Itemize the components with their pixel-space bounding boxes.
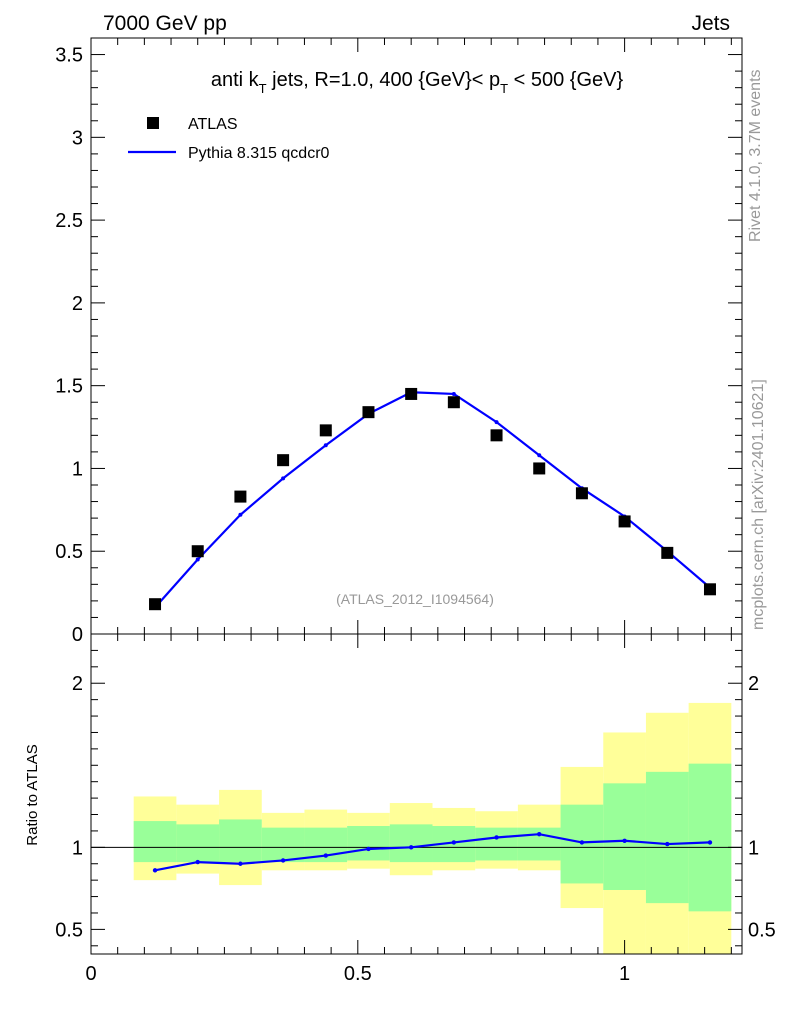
- ratio-point: [323, 853, 328, 858]
- ratio-point: [579, 840, 585, 845]
- title-part-e: < 500 {GeV}: [508, 69, 623, 91]
- data-point: [234, 490, 247, 503]
- title-part-c: jets, R=1.0, 400 {GeV}< p: [267, 69, 501, 91]
- mc-point: [238, 512, 243, 517]
- ratio-band-inner: [645, 771, 689, 904]
- title-part-d: T: [500, 81, 508, 96]
- ratio-point: [537, 832, 542, 837]
- ratio-xtick-label: 0.5: [344, 963, 372, 985]
- main-ytick-label: 1: [72, 458, 83, 480]
- ratio-band-inner: [176, 824, 220, 863]
- legend-mc-label: Pythia 8.315 qcdcr0: [188, 145, 330, 162]
- title-part-a: anti k: [211, 69, 260, 91]
- main-panel: anti kT jets, R=1.0, 400 {GeV}< pT < 500…: [55, 37, 743, 646]
- analysis-label: (ATLAS_2012_I1094564): [336, 591, 494, 607]
- ratio-ylabel: Ratio to ATLAS: [24, 744, 41, 845]
- ratio-band-inner: [133, 821, 177, 863]
- category-label: Jets: [691, 12, 730, 35]
- main-title: anti kT jets, R=1.0, 400 {GeV}< pT < 500…: [211, 69, 624, 96]
- ratio-point: [707, 840, 713, 845]
- legend-data-label: ATLAS: [188, 116, 238, 133]
- data-point: [191, 545, 204, 558]
- main-ytick-label: 0.5: [55, 541, 83, 563]
- ratio-band-inner: [219, 819, 262, 863]
- ratio-ytick-label-right: 1: [748, 837, 759, 859]
- main-ytick-label: 1.5: [55, 376, 83, 398]
- ratio-point: [152, 868, 158, 873]
- ratio-point: [665, 841, 670, 847]
- mc-point: [281, 476, 286, 481]
- ratio-ytick-label: 2: [72, 673, 83, 695]
- data-point: [703, 583, 716, 596]
- ratio-ytick-label-right: 0.5: [748, 919, 776, 941]
- data-point: [490, 429, 503, 442]
- ratio-panel: 0.5 0.51 12 2 0 0.5 1 Ratio to ATLAS: [24, 633, 776, 985]
- ratio-xtick-label: 1: [619, 963, 630, 985]
- mc-series-line: [154, 391, 711, 609]
- ratio-ytick-label: 1: [72, 837, 83, 859]
- ratio-point: [195, 859, 200, 865]
- data-point: [533, 462, 546, 475]
- data-point: [319, 424, 332, 437]
- main-ytick-label: 3: [72, 127, 83, 149]
- ratio-band-inner: [347, 826, 390, 861]
- ratio-point: [366, 846, 371, 852]
- ratio-point: [238, 861, 243, 866]
- mc-point: [195, 557, 200, 562]
- main-ytick-label: 3.5: [55, 45, 83, 67]
- ratio-point: [408, 845, 414, 850]
- ratio-point: [451, 840, 457, 845]
- mc-point: [537, 453, 542, 458]
- ratio-band-inner: [603, 783, 646, 890]
- main-ytick-label: 0: [72, 624, 83, 646]
- legend-data-marker: [147, 117, 159, 129]
- mc-point: [451, 391, 456, 396]
- data-point: [277, 454, 290, 467]
- main-ytick-label: 2.5: [55, 210, 83, 232]
- rivet-label: Rivet 4.1.0, 3.7M events: [747, 69, 764, 242]
- mc-point: [494, 420, 499, 425]
- data-point: [149, 598, 162, 611]
- data-point: [362, 406, 375, 419]
- ratio-band-inner: [389, 824, 433, 863]
- ratio-band-inner: [475, 827, 518, 861]
- ratio-series-line: [154, 833, 711, 872]
- ratio-xtick-label: 0: [85, 963, 96, 985]
- data-point: [575, 487, 588, 500]
- data-point: [661, 546, 674, 559]
- source-label: mcplots.cern.ch [arXiv:2401.10621]: [750, 379, 767, 630]
- ratio-frame: [90, 633, 743, 955]
- ratio-point: [494, 835, 499, 840]
- title-part-b: T: [259, 81, 267, 96]
- mc-point: [323, 443, 328, 448]
- ratio-point: [622, 838, 627, 843]
- ratio-ytick-label: 0.5: [55, 919, 83, 941]
- ratio-ytick-label-right: 2: [748, 673, 759, 695]
- ratio-band-inner: [261, 827, 305, 863]
- ratio-band-inner: [688, 763, 732, 912]
- data-point: [447, 396, 460, 409]
- data-point: [618, 515, 631, 528]
- energy-label: 7000 GeV pp: [103, 12, 227, 35]
- main-ytick-label: 2: [72, 293, 83, 315]
- data-point: [405, 387, 418, 400]
- ratio-point: [280, 858, 286, 863]
